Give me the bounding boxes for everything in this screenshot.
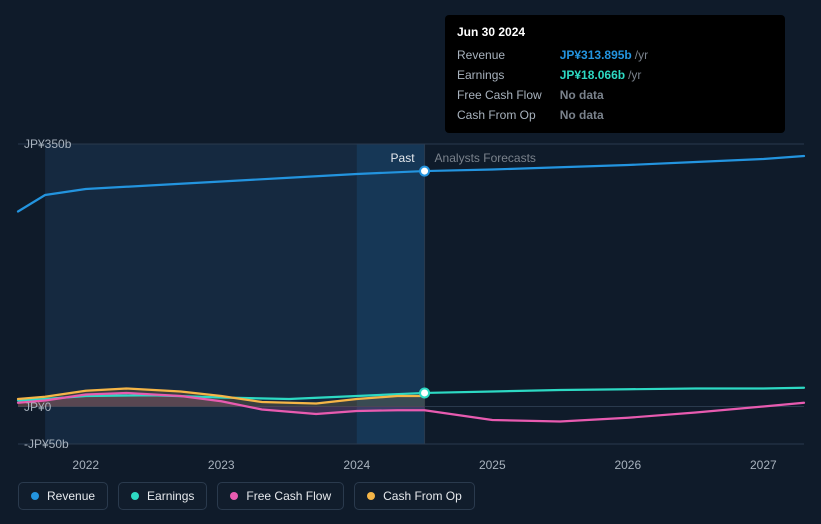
y-axis-label: JP¥350b [24, 137, 71, 151]
tooltip-row: Cash From OpNo data [457, 105, 648, 125]
tooltip-row: RevenueJP¥313.895b/yr [457, 45, 648, 65]
tooltip-row-value: JP¥18.066b [560, 68, 625, 82]
legend-item-label: Revenue [47, 489, 95, 503]
legend-item-label: Earnings [147, 489, 194, 503]
tooltip-row-value-cell: JP¥18.066b/yr [560, 65, 648, 85]
financial-chart-panel: Jun 30 2024 RevenueJP¥313.895b/yrEarning… [0, 0, 821, 524]
x-axis-label: 2025 [479, 458, 506, 472]
y-axis-label: JP¥0 [24, 400, 51, 414]
tooltip-row-unit: /yr [628, 68, 641, 82]
legend-item-earnings[interactable]: Earnings [118, 482, 207, 510]
tooltip-row-value: No data [560, 88, 604, 102]
tooltip-row-value: JP¥313.895b [560, 48, 632, 62]
tooltip-date: Jun 30 2024 [457, 23, 773, 41]
tooltip-body: RevenueJP¥313.895b/yrEarningsJP¥18.066b/… [457, 45, 648, 125]
x-axis-label: 2022 [72, 458, 99, 472]
tooltip-row-value-cell: No data [560, 105, 648, 125]
x-axis-label: 2027 [750, 458, 777, 472]
section-label-forecast: Analysts Forecasts [435, 151, 536, 165]
x-axis-label: 2026 [614, 458, 641, 472]
chart-legend: Revenue Earnings Free Cash Flow Cash From O… [18, 482, 475, 510]
tooltip-row-label: Free Cash Flow [457, 85, 560, 105]
tooltip-row-label: Earnings [457, 65, 560, 85]
tooltip-row-value-cell: No data [560, 85, 648, 105]
legend-item-label: Free Cash Flow [246, 489, 331, 503]
tooltip-row-unit: /yr [635, 48, 648, 62]
tooltip-row: EarningsJP¥18.066b/yr [457, 65, 648, 85]
legend-dot-icon [367, 492, 375, 500]
tooltip-row-label: Revenue [457, 45, 560, 65]
tooltip-row-value: No data [560, 108, 604, 122]
legend-item-revenue[interactable]: Revenue [18, 482, 108, 510]
legend-item-free-cash-flow[interactable]: Free Cash Flow [217, 482, 344, 510]
legend-dot-icon [230, 492, 238, 500]
legend-dot-icon [31, 492, 39, 500]
tooltip-row: Free Cash FlowNo data [457, 85, 648, 105]
tooltip-row-value-cell: JP¥313.895b/yr [560, 45, 648, 65]
legend-item-cash-from-op[interactable]: Cash From Op [354, 482, 475, 510]
y-axis-label: -JP¥50b [24, 437, 69, 451]
tooltip-table: RevenueJP¥313.895b/yrEarningsJP¥18.066b/… [457, 45, 648, 125]
chart-tooltip: Jun 30 2024 RevenueJP¥313.895b/yrEarning… [445, 15, 785, 133]
x-axis-label: 2023 [208, 458, 235, 472]
legend-dot-icon [131, 492, 139, 500]
tooltip-row-label: Cash From Op [457, 105, 560, 125]
section-label-past: Past [391, 151, 415, 165]
legend-item-label: Cash From Op [383, 489, 462, 503]
x-axis-label: 2024 [343, 458, 370, 472]
